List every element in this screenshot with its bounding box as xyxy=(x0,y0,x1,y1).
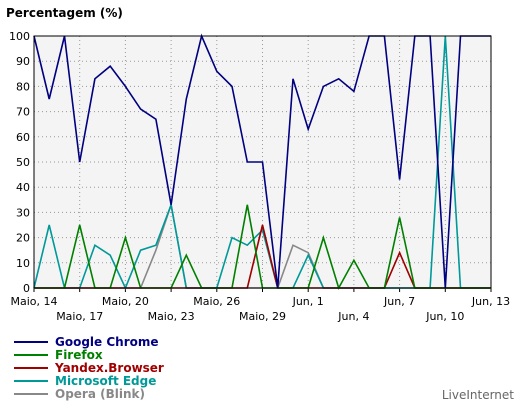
y-tick-label: 90 xyxy=(16,55,30,68)
y-tick-label: 30 xyxy=(16,206,30,219)
x-tick-label: Maio, 17 xyxy=(56,310,103,323)
x-tick-label: Jun, 4 xyxy=(337,310,369,323)
y-tick-label: 70 xyxy=(16,106,30,119)
legend-label: Google Chrome xyxy=(55,335,159,349)
x-tick-label: Jun, 7 xyxy=(383,295,415,308)
legend: Google ChromeFirefoxYandex.BrowserMicros… xyxy=(14,335,164,401)
legend-label: Firefox xyxy=(55,348,103,362)
y-tick-label: 50 xyxy=(16,156,30,169)
chart-title: Percentagem (%) xyxy=(6,6,123,20)
y-tick-label: 40 xyxy=(16,181,30,194)
x-tick-label: Jun, 13 xyxy=(471,295,510,308)
y-tick-label: 80 xyxy=(16,80,30,93)
y-tick-label: 10 xyxy=(16,257,30,270)
y-tick-label: 60 xyxy=(16,131,30,144)
x-tick-label: Maio, 14 xyxy=(10,295,57,308)
y-tick-label: 0 xyxy=(23,282,30,295)
x-axis: Maio, 14 Maio, 17 Maio, 20 Maio, 23 Maio, 26… xyxy=(10,288,510,323)
x-tick-label: Maio, 29 xyxy=(239,310,286,323)
x-tick-label: Maio, 23 xyxy=(148,310,195,323)
legend-label: Yandex.Browser xyxy=(54,361,164,375)
x-tick-label: Maio, 20 xyxy=(102,295,149,308)
x-tick-label: Maio, 26 xyxy=(193,295,240,308)
y-tick-label: 100 xyxy=(9,30,30,43)
legend-label: Opera (Blink) xyxy=(55,387,145,401)
plot-frame xyxy=(33,35,492,289)
y-tick-label: 20 xyxy=(16,232,30,245)
brand-label: LiveInternet xyxy=(442,388,514,402)
x-tick-label: Jun, 10 xyxy=(425,310,464,323)
grid-lines xyxy=(34,36,491,288)
legend-label: Microsoft Edge xyxy=(55,374,156,388)
x-tick-label: Jun, 1 xyxy=(292,295,324,308)
y-axis: 0 10 20 30 40 50 60 70 80 90 100 xyxy=(9,30,30,295)
